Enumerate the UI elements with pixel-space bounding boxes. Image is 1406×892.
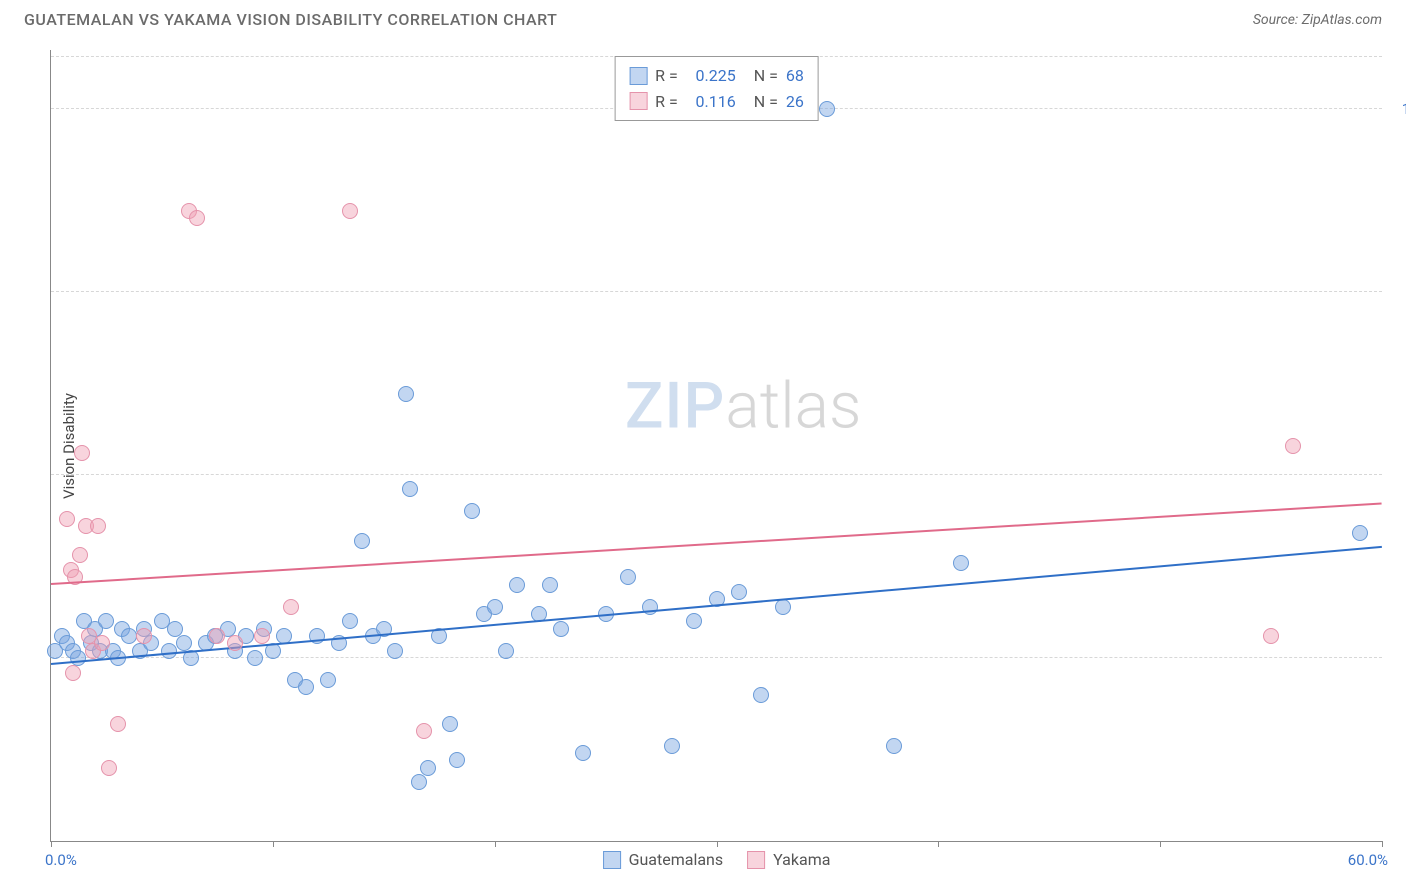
data-point [90,518,106,534]
data-point [686,613,702,629]
data-point [411,774,427,790]
legend-item: Yakama [747,850,830,869]
data-point [753,687,769,703]
y-tick-label: 5.0% [1387,466,1406,484]
x-tick [51,841,52,847]
data-point [886,738,902,754]
data-point [167,621,183,637]
data-point [953,555,969,571]
data-point [320,672,336,688]
watermark: ZIPatlas [625,368,862,443]
legend-label: Yakama [773,850,830,869]
legend-label: Guatemalans [629,850,724,869]
data-point [620,569,636,585]
data-point [65,665,81,681]
x-tick [717,841,718,847]
legend-stats-row: R = 0.225 N = 68 [629,63,804,89]
data-point [59,511,75,527]
data-point [70,650,86,666]
data-point [94,635,110,651]
legend-item: Guatemalans [603,850,724,869]
legend-swatch-yakama [747,851,765,869]
data-point [72,547,88,563]
x-tick [938,841,939,847]
trend-line [51,546,1382,665]
data-point [819,101,835,117]
data-point [283,599,299,615]
y-tick-label: 10.0% [1387,100,1406,118]
data-point [1352,525,1368,541]
data-point [416,723,432,739]
gridline [51,474,1382,475]
data-point [509,577,525,593]
legend-swatch-guatemalans [603,851,621,869]
data-point [342,203,358,219]
data-point [161,643,177,659]
data-point [209,628,225,644]
gridline [51,291,1382,292]
data-point [189,210,205,226]
data-point [110,716,126,732]
legend-swatch-yakama [629,92,647,110]
y-tick-label: 2.5% [1387,649,1406,667]
data-point [1263,628,1279,644]
data-point [398,386,414,402]
x-tick [1160,841,1161,847]
data-point [74,445,90,461]
legend-stats-row: R = 0.116 N = 26 [629,89,804,115]
data-point [420,760,436,776]
data-point [575,745,591,761]
y-tick-label: 7.5% [1387,283,1406,301]
data-point [227,635,243,651]
x-tick [273,841,274,847]
x-min-label: 0.0% [45,851,77,869]
x-tick [495,841,496,847]
data-point [464,503,480,519]
data-point [254,628,270,644]
data-point [136,628,152,644]
legend-stats: R = 0.225 N = 68 R = 0.116 N = 26 [614,56,819,121]
chart-title: GUATEMALAN VS YAKAMA VISION DISABILITY C… [24,10,557,29]
data-point [498,643,514,659]
x-tick [1382,841,1383,847]
data-point [664,738,680,754]
data-point [387,643,403,659]
data-point [542,577,558,593]
data-point [553,621,569,637]
data-point [101,760,117,776]
x-max-label: 60.0% [1348,851,1388,869]
data-point [247,650,263,666]
data-point [731,584,747,600]
data-point [121,628,137,644]
legend-series: Guatemalans Yakama [603,850,831,869]
trend-line [51,502,1382,585]
data-point [442,716,458,732]
data-point [487,599,503,615]
data-point [342,613,358,629]
data-point [1285,438,1301,454]
data-point [98,613,114,629]
legend-swatch-guatemalans [629,67,647,85]
source-label: Source: ZipAtlas.com [1253,12,1382,28]
data-point [298,679,314,695]
data-point [402,481,418,497]
data-point [176,635,192,651]
data-point [449,752,465,768]
scatter-plot: ZIPatlas R = 0.225 N = 68 R = 0.116 N = … [50,50,1382,842]
data-point [354,533,370,549]
